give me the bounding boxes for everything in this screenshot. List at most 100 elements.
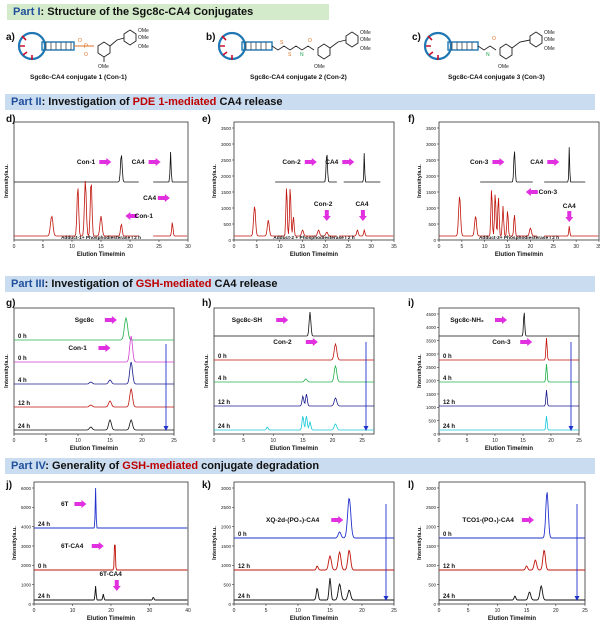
svg-text:S: S — [280, 40, 284, 46]
chart-d-ca4-label: CA4 — [132, 159, 145, 166]
chart-e-top-label: Con-2 — [282, 159, 301, 166]
chart-e-xtick-label-2: 10 — [277, 244, 283, 250]
chart-l-trace-0 — [439, 492, 585, 539]
chart-j: 0 10 20 30 40 0 1000 2000 3000 4000 5000 6000 Elutio… — [12, 481, 191, 622]
chart-f-ca4-label: CA4 — [530, 159, 543, 166]
chart-f-bottom-label2: CA4 — [563, 203, 576, 210]
chart-e-trace-ca4 — [343, 153, 381, 183]
svg-text:S: S — [288, 52, 292, 58]
chart-k-ytick-label-5: 2500 — [221, 505, 232, 510]
chart-l-xtick-label-2: 10 — [495, 608, 501, 614]
chart-f-ytick-label-5: 2500 — [426, 158, 437, 163]
chart-d-xtick-label-4: 20 — [127, 244, 133, 250]
chart-h-label-1: Con-2 — [273, 339, 292, 346]
chart-i-xtick-label-0: 0 — [438, 438, 441, 444]
part-1-title: : Structure of the Sgc8c-CA4 Conjugates — [40, 6, 254, 18]
panel-k-letter: k) — [202, 480, 211, 491]
aptamer-loop-c — [423, 31, 479, 61]
chart-l-ytick-label-1: 500 — [428, 582, 436, 587]
chart-e-xtick-label-3: 15 — [300, 244, 306, 250]
chart-k-xtick-label-4: 20 — [359, 608, 365, 614]
chart-i-ylabel: Intensity/a.u. — [417, 354, 423, 388]
part-4-post: conjugate degradation — [198, 460, 320, 472]
chart-h-xtick-label-2: 10 — [270, 438, 276, 444]
chart-g-arrow-1 — [98, 344, 111, 352]
structure-b-caption: Sgc8c-CA4 conjugate 2 (Con-2) — [250, 74, 347, 81]
chart-f-adduct-label: Adduct-3+ Phosphodiesterase I 2 h — [479, 235, 559, 241]
chart-f-xtick-label-5: 25 — [551, 244, 557, 250]
chart-e-ytick-label-3: 1500 — [221, 190, 232, 195]
chart-j-ytick-label-3: 3000 — [21, 544, 32, 549]
chart-j-xtick-label-3: 30 — [147, 608, 153, 614]
chart-d-trace-ca4 — [153, 151, 188, 183]
ome-label-c3: OMe — [544, 37, 555, 43]
chart-e-ytick-label-2: 1000 — [221, 206, 232, 211]
chart-d-xtick-label-2: 10 — [69, 244, 75, 250]
chart-f-bottom-arrow — [525, 188, 538, 196]
chart-l-xtick-label-5: 25 — [582, 608, 588, 614]
chart-g-time-1: 0 h — [18, 356, 27, 362]
chart-k-xlabel: Elution Time/min — [290, 616, 339, 622]
chart-k-arrow-0 — [331, 516, 344, 524]
chart-h-arrow-0 — [276, 316, 289, 324]
part-2-pre: : Investigation of — [41, 96, 133, 108]
chart-h-time-1: 4 h — [218, 376, 227, 382]
chart-f-bottom-arrow2 — [565, 211, 574, 222]
chart-i-ytick-label-4: 2000 — [426, 378, 437, 383]
chart-g-arrow-0 — [104, 316, 117, 324]
chart-f-xtick-label-6: 30 — [573, 244, 579, 250]
chart-e-bottom-label2: CA4 — [355, 201, 368, 208]
chart-g-xtick-label-5: 25 — [171, 438, 177, 444]
chart-e-top-arrow — [304, 158, 317, 166]
chart-g-trace-2 — [14, 361, 174, 385]
chart-l-xtick-label-1: 5 — [467, 608, 470, 614]
chart-f-ytick-label-7: 3500 — [426, 126, 437, 131]
panel-c-letter: c) — [412, 32, 421, 43]
chart-g-xtick-label-3: 15 — [107, 438, 113, 444]
chart-f-xtick-label-3: 15 — [505, 244, 511, 250]
chart-h-arrow-1 — [305, 338, 318, 346]
chart-i-arrow-1 — [520, 338, 533, 346]
chart-i-xtick-label-3: 15 — [520, 438, 526, 444]
chart-i-frame — [438, 307, 580, 435]
structure-a-drawing: O P O OMe OMe OMe OMe — [17, 28, 149, 70]
chart-f-xtick-label-0: 0 — [438, 244, 441, 250]
part-1-header: Part I: Structure of the Sgc8c-CA4 Conju… — [7, 4, 329, 20]
chart-l-xlabel: Elution Time/min — [488, 616, 537, 622]
chart-i-trace-0 — [439, 312, 579, 337]
chart-k-frame — [233, 481, 395, 605]
chart-i-ytick-label-5: 2500 — [426, 365, 437, 370]
chart-l-arrow-0 — [521, 516, 534, 524]
chart-k: 0 5 10 15 20 25 0 500 1000 1500 2000 2500 3000 Elutio… — [212, 481, 397, 622]
chart-f-frame — [438, 121, 600, 241]
svg-text:O: O — [492, 36, 496, 42]
chart-j-label-2: 6T-CA4 — [99, 571, 122, 578]
chart-k-xtick-label-2: 10 — [295, 608, 301, 614]
chart-k-ytick-label-0: 0 — [228, 602, 231, 607]
ome-label-b2: OMe — [360, 30, 371, 36]
chart-g-label-1: Con-1 — [68, 345, 87, 352]
chart-d-ylabel: Intensity/a.u. — [4, 164, 10, 198]
chart-d-bottom-label2: Con-1 — [135, 213, 154, 220]
aptamer-loop-b — [217, 31, 273, 61]
chart-l-xtick-label-4: 20 — [553, 608, 559, 614]
svg-text:N: N — [486, 52, 490, 58]
chart-e-xlabel: Elution Time/min — [290, 252, 339, 258]
chart-g-time-arrow-head — [163, 426, 169, 431]
chart-g-xlabel: Elution Time/min — [70, 446, 119, 452]
chart-f-ytick-label-3: 1500 — [426, 190, 437, 195]
chart-i-ytick-label-6: 3000 — [426, 352, 437, 357]
ome-label-c1: OMe — [498, 64, 509, 70]
chart-e-xtick-label-0: 0 — [233, 244, 236, 250]
chart-f-trace-conjugate — [480, 151, 533, 183]
chart-j-time-1: 0 h — [38, 564, 47, 570]
chart-e-ytick-label-4: 2000 — [221, 174, 232, 179]
chart-d-trace-conjugate — [14, 155, 139, 183]
chart-e-ytick-label-1: 500 — [223, 222, 231, 227]
chart-l-label-0: TCO1-(PO₄)-CA4 — [462, 517, 514, 524]
structure-b-drawing: S S N O OMe OMe OMe OMe — [217, 30, 371, 70]
chart-e-trace-conjugate — [275, 154, 337, 183]
chart-k-ytick-label-6: 3000 — [221, 486, 232, 491]
chart-g-time-0: 0 h — [18, 334, 27, 340]
svg-text:P: P — [84, 44, 88, 50]
